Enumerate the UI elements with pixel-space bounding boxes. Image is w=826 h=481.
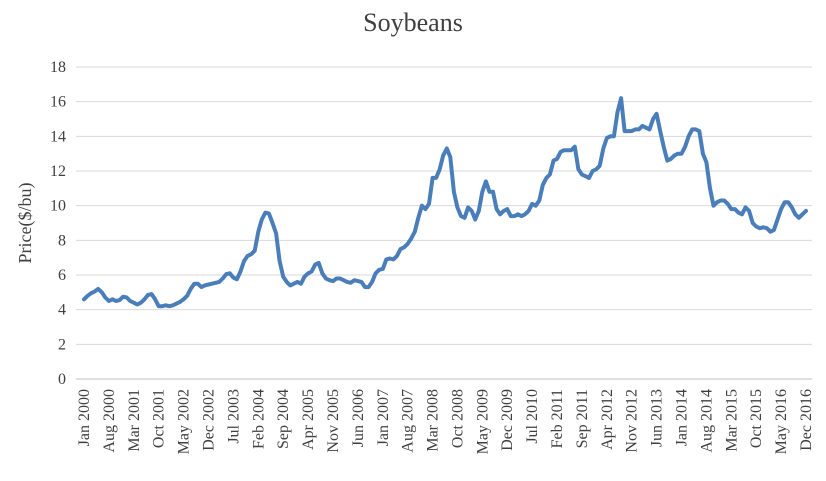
x-tick-label: Jun 2013 [649,389,666,447]
y-tick-label: 8 [58,232,66,249]
y-tick-label: 12 [50,163,66,180]
x-tick-label: Jan 2000 [76,389,93,446]
x-tick-label: Oct 2001 [151,389,168,448]
x-tick-label: Jul 2010 [524,389,541,444]
y-tick-label: 14 [50,128,66,145]
x-tick-label: Jan 2007 [375,389,392,446]
x-tick-label: Mar 2001 [126,389,143,452]
x-tick-label: Aug 2000 [101,389,118,453]
x-tick-label: Sep 2004 [275,389,292,449]
x-tick-label: Apr 2005 [300,389,317,450]
x-tick-label: Feb 2004 [250,389,267,449]
x-tick-label: Jan 2014 [674,389,691,446]
x-tick-label: Mar 2008 [425,389,442,452]
y-tick-label: 6 [58,267,66,284]
x-tick-label: May 2002 [176,389,193,454]
x-tick-label: Mar 2015 [723,389,740,452]
y-tick-label: 18 [50,59,66,76]
x-tick-label: Dec 2009 [499,389,516,451]
x-tick-label: Oct 2015 [748,389,765,448]
x-tick-label: Aug 2014 [698,389,715,453]
x-tick-label: Jun 2006 [350,389,367,447]
line [82,96,808,309]
x-tick-label: Nov 2005 [325,389,342,453]
x-tick-label: Apr 2012 [599,389,616,450]
y-tick-label: 0 [58,371,66,388]
x-tick-label: Jul 2003 [225,389,242,444]
x-tick-label: May 2009 [474,389,491,454]
x-tick-label: Aug 2007 [400,389,417,453]
y-tick-label: 16 [50,94,66,111]
x-tick-label: Dec 2002 [200,389,217,451]
x-tick-label: May 2016 [773,389,790,454]
x-tick-label: Dec 2016 [798,389,815,451]
x-tick-label: Sep 2011 [574,389,591,448]
y-axis-label: Price($/bu) [15,183,36,264]
y-tick-label: 4 [58,302,66,319]
x-tick-label: Nov 2012 [624,389,641,453]
x-tick-label: Feb 2011 [549,389,566,448]
y-tick-label: 2 [58,336,66,353]
x-tick-label: Oct 2008 [449,389,466,448]
chart-title: Soybeans [363,8,463,37]
y-tick-label: 10 [50,198,66,215]
